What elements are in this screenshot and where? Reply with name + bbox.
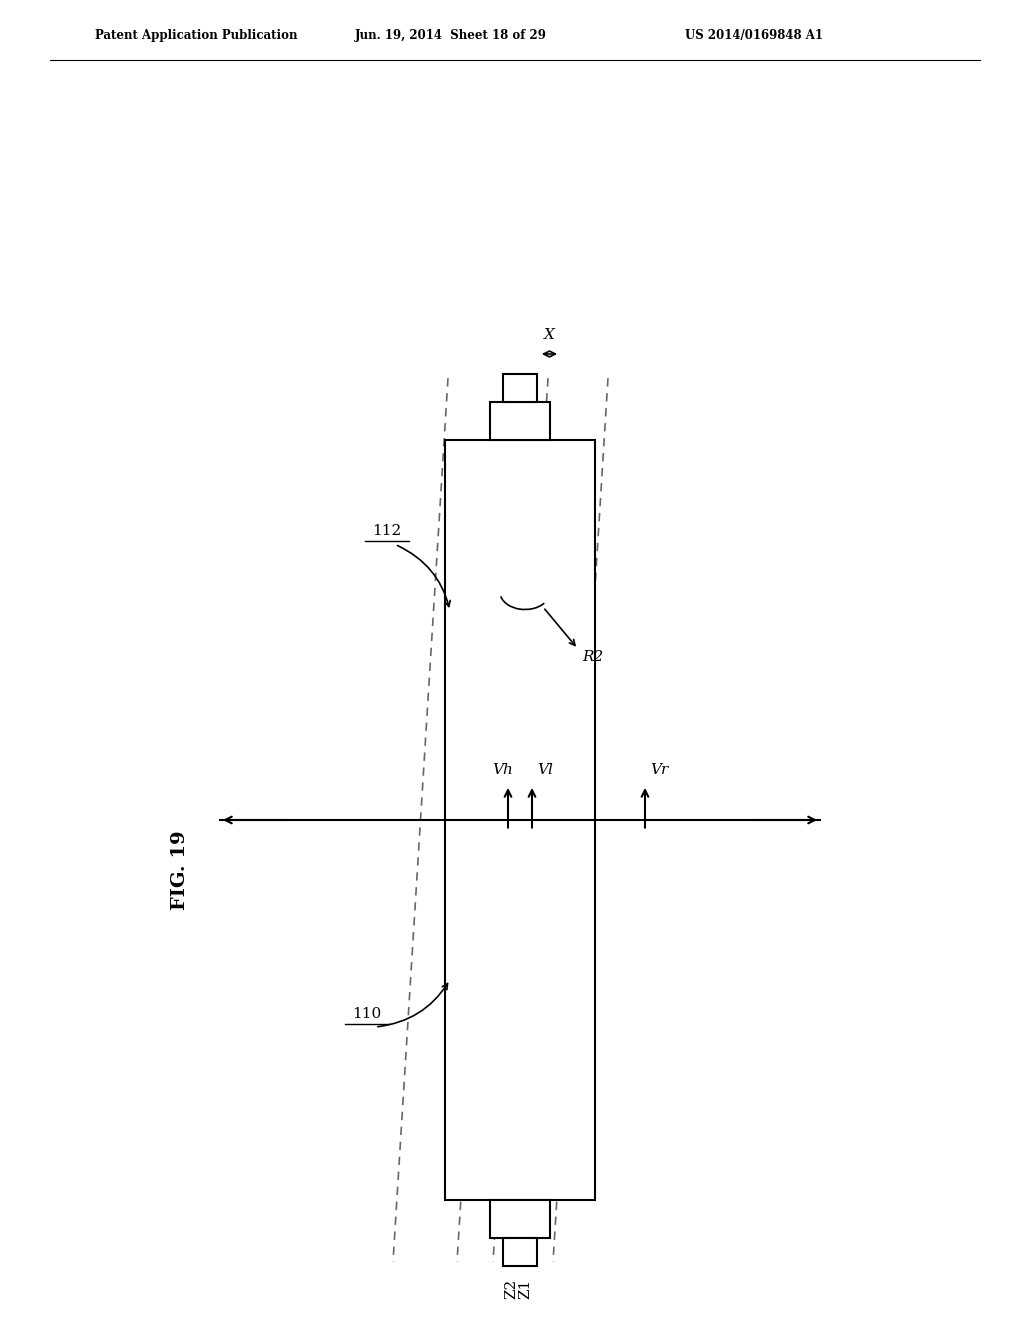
Text: Patent Application Publication: Patent Application Publication [95,29,298,41]
Text: 112: 112 [373,524,401,539]
Text: R2: R2 [582,649,603,664]
Text: Z2: Z2 [505,1279,518,1299]
Bar [503,374,537,403]
Text: X: X [544,327,555,342]
Text: US 2014/0169848 A1: US 2014/0169848 A1 [685,29,823,41]
Bar [490,403,550,440]
Text: 110: 110 [352,1007,382,1020]
Text: Vl: Vl [537,763,553,777]
Bar [490,1200,550,1238]
Text: Z1: Z1 [518,1279,532,1299]
Bar [445,440,595,1200]
Text: Jun. 19, 2014  Sheet 18 of 29: Jun. 19, 2014 Sheet 18 of 29 [355,29,547,41]
Text: FIG. 19: FIG. 19 [171,830,189,909]
Text: Vh: Vh [493,763,513,777]
Bar [503,1238,537,1266]
Text: Vr: Vr [650,763,669,777]
